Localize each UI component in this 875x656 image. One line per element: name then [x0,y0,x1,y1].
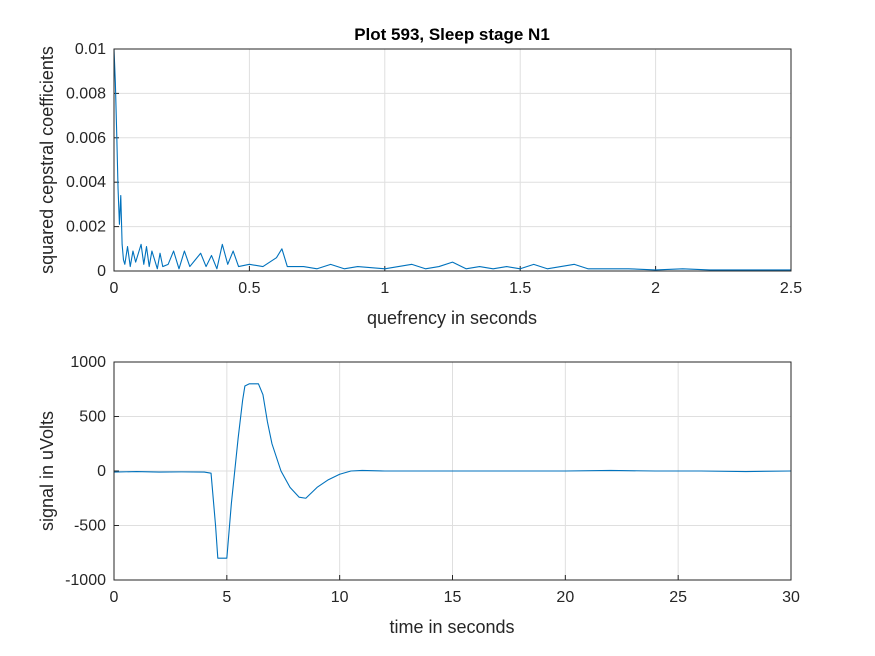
cepstrum-xtick-label: 0 [110,280,119,297]
signal-ytick-label: 0 [97,463,106,480]
signal-xtick-label: 0 [110,589,119,606]
signal-axes: 0 5 10 15 20 25 30 -1000 -500 0 500 1000 time in se… [37,354,800,637]
cepstrum-ytick-label: 0.002 [66,219,106,236]
cepstrum-ylabel: squared cepstral coefficients [37,46,57,274]
signal-ytick-label: 500 [79,409,106,426]
signal-xtick-label: 25 [669,589,687,606]
cepstrum-xtick-label: 1 [380,280,389,297]
signal-ytick-label: -1000 [65,572,106,589]
signal-xtick-label: 5 [222,589,231,606]
signal-xlabel: time in seconds [389,617,514,637]
cepstrum-xlabel: quefrency in seconds [367,308,537,328]
cepstrum-xtick-label: 1.5 [509,280,531,297]
cepstrum-axes-box [113,48,792,272]
cepstrum-ytick-label: 0.006 [66,130,106,147]
cepstrum-title: Plot 593, Sleep stage N1 [354,25,550,44]
cepstrum-ytick-label: 0 [97,263,106,280]
cepstrum-ytick-label: 0.004 [66,174,106,191]
signal-xtick-label: 30 [782,589,800,606]
cepstrum-series-line [113,48,791,271]
cepstrum-xtick-label: 2 [651,280,660,297]
signal-axes-box [113,361,792,581]
cepstrum-xtick-label: 0.5 [238,280,260,297]
signal-xtick-label: 20 [556,589,574,606]
signal-tick-labels: 0 5 10 15 20 25 30 -1000 -500 0 500 1000 [65,354,800,606]
signal-ytick-label: -500 [74,518,106,535]
signal-xtick-label: 15 [444,589,462,606]
cepstrum-ytick-label: 0.008 [66,85,106,102]
signal-series-line [113,383,792,559]
cepstrum-xtick-label: 2.5 [780,280,802,297]
cepstrum-ytick-label: 0.01 [75,41,106,58]
signal-xtick-label: 10 [331,589,349,606]
signal-ylabel: signal in uVolts [37,411,57,531]
cepstrum-axes: 0 0.5 1 1.5 2 2.5 0 0.002 0.004 0.006 0.008 0.01 Pl… [37,25,802,328]
signal-ytick-label: 1000 [70,354,106,371]
